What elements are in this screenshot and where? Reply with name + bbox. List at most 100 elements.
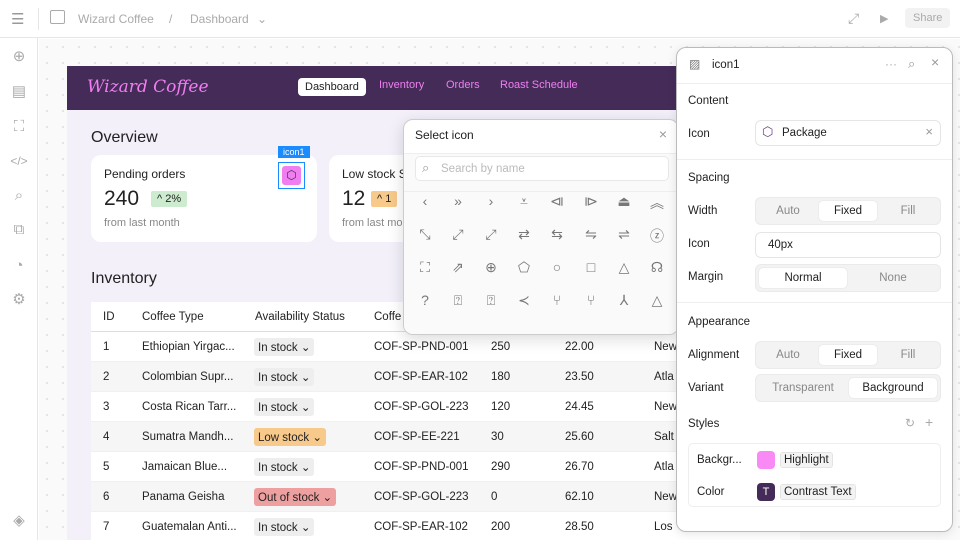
column-header[interactable]: Coffee Type <box>142 311 204 323</box>
add-icon[interactable]: ⊕ <box>12 48 26 65</box>
icon-option[interactable]: ⛶ <box>420 259 430 275</box>
search-icon[interactable]: ⌕ <box>14 187 24 204</box>
icon-option[interactable]: ⇗ <box>452 259 464 275</box>
background-token[interactable]: Highlight <box>780 452 833 468</box>
icon-option[interactable]: ⬠ <box>517 259 531 275</box>
icon-option[interactable]: ⓩ <box>650 228 664 244</box>
icon-option[interactable]: ⇌ <box>618 226 630 242</box>
status-dropdown[interactable]: In stock ⌄ <box>254 338 315 356</box>
table-row[interactable]: 3 Costa Rican Tarr... In stock ⌄ COF-SP-GOL… <box>91 392 800 422</box>
icon-option[interactable]: ⤢ <box>485 226 497 242</box>
icon-option[interactable]: ⧐ <box>584 193 598 209</box>
table-row[interactable]: 1 Ethiopian Yirgac... In stock ⌄ COF-SP-PND… <box>91 332 800 362</box>
column-header[interactable]: ID <box>103 311 115 323</box>
icon-option[interactable]: › <box>488 193 494 209</box>
search-input[interactable]: ⌕ Search by name <box>415 156 669 181</box>
nav-inventory[interactable]: Inventory <box>379 79 425 91</box>
icon-option[interactable]: ⧏ <box>550 193 564 209</box>
width-fixed[interactable]: Fixed <box>819 201 877 221</box>
width-fill[interactable]: Fill <box>900 205 916 217</box>
clear-icon[interactable]: × <box>925 124 933 139</box>
icon-option[interactable]: ⤡ <box>419 226 431 242</box>
contrast-text-swatch[interactable]: T <box>757 483 775 501</box>
gear-icon[interactable]: ⚙ <box>12 291 26 308</box>
workflow-icon[interactable]: ⛶ <box>13 118 25 135</box>
icon-option[interactable]: » <box>454 193 462 209</box>
align-fixed[interactable]: Fixed <box>819 345 877 365</box>
icon-option[interactable]: ☊ <box>650 259 664 275</box>
variant-toggle: Transparent Background <box>755 374 941 402</box>
status-dropdown[interactable]: In stock ⌄ <box>254 458 315 476</box>
document-icon[interactable]: ▤ <box>11 83 27 100</box>
history-icon[interactable]: ◔ <box>14 257 24 274</box>
code-icon[interactable]: </> <box>10 154 28 168</box>
align-fill[interactable]: Fill <box>900 349 916 361</box>
more-icon[interactable]: ··· <box>885 57 897 71</box>
icon-option[interactable]: ○ <box>552 259 562 275</box>
breadcrumb-project[interactable]: Wizard Coffee <box>78 12 154 26</box>
expand-icon[interactable]: ⤢ <box>848 10 860 26</box>
theme-icon[interactable]: ◈ <box>13 512 25 529</box>
color-token[interactable]: Contrast Text <box>780 484 856 500</box>
icon-option[interactable]: ⇆ <box>551 226 563 242</box>
close-icon[interactable]: × <box>931 54 940 70</box>
margin-normal[interactable]: Normal <box>759 268 847 288</box>
reset-icon[interactable]: ↻ <box>905 416 916 430</box>
icon-option[interactable]: ⇋ <box>585 226 597 242</box>
icon-picker[interactable]: ⬡ Package × <box>755 120 941 146</box>
icon-option[interactable]: △ <box>618 259 630 275</box>
icon-option[interactable]: □ <box>586 259 596 275</box>
share-button[interactable]: Share <box>905 8 951 28</box>
icon-option[interactable]: ≺ <box>518 292 530 308</box>
nav-dashboard[interactable]: Dashboard <box>298 78 366 96</box>
breadcrumb-page[interactable]: Dashboard <box>190 12 249 26</box>
status-dropdown[interactable]: In stock ⌄ <box>254 368 315 386</box>
panel-title[interactable]: icon1 <box>712 59 740 71</box>
play-icon[interactable]: ▶ <box>880 13 889 25</box>
icon-option[interactable]: ⇄ <box>518 226 530 242</box>
table-row[interactable]: 7 Guatemalan Anti... In stock ⌄ COF-SP-EAR-… <box>91 512 800 540</box>
close-icon[interactable]: × <box>658 126 667 142</box>
highlight-swatch[interactable] <box>757 451 775 469</box>
add-style-icon[interactable]: + <box>925 414 934 430</box>
status-dropdown[interactable]: Low stock ⌄ <box>254 428 326 446</box>
column-header[interactable]: Coffe <box>374 311 402 323</box>
table-row[interactable]: 5 Jamaican Blue... In stock ⌄ COF-SP-PND-00… <box>91 452 800 482</box>
app-menu-icon[interactable]: ☰ <box>11 11 25 28</box>
variant-background[interactable]: Background <box>849 378 937 398</box>
search-icon[interactable]: ⌕ <box>908 56 916 71</box>
status-dropdown[interactable]: In stock ⌄ <box>254 518 315 536</box>
section-spacing: Spacing <box>688 172 730 184</box>
icon-option[interactable]: ⏏ <box>617 193 631 209</box>
icon-option[interactable]: △ <box>651 292 663 308</box>
margin-none[interactable]: None <box>879 272 907 284</box>
width-auto[interactable]: Auto <box>776 205 800 217</box>
nav-roast-schedule[interactable]: Roast Schedule <box>500 79 578 91</box>
column-header[interactable]: Availability Status <box>255 311 345 323</box>
icon-option[interactable]: ? <box>421 292 429 308</box>
icon-option[interactable]: ︽ <box>650 195 664 211</box>
icon-option[interactable]: ⅄ <box>619 292 629 308</box>
icon-option[interactable]: ⍰ <box>486 292 496 308</box>
status-dropdown[interactable]: In stock ⌄ <box>254 398 315 416</box>
icon-option[interactable]: ⩡ <box>520 193 528 209</box>
table-cell: Costa Rican Tarr... <box>142 401 237 413</box>
icon-option[interactable]: ⍰ <box>453 292 463 308</box>
status-dropdown[interactable]: Out of stock ⌄ <box>254 488 337 506</box>
icon-size-input[interactable]: 40px <box>755 232 941 258</box>
package-icon[interactable]: ⬡ <box>278 162 305 189</box>
icon-option[interactable]: ⑂ <box>552 292 562 308</box>
selection-label[interactable]: icon1 <box>278 146 310 158</box>
nav-orders[interactable]: Orders <box>446 79 480 91</box>
icon-option[interactable]: ⊕ <box>485 259 497 275</box>
align-auto[interactable]: Auto <box>776 349 800 361</box>
width-label: Width <box>688 205 718 217</box>
chevron-down-icon[interactable]: ⌄ <box>257 12 268 26</box>
plugin-icon[interactable]: ⧉ <box>13 221 25 238</box>
layout-icon[interactable] <box>50 10 65 24</box>
icon-option[interactable]: ⑂ <box>586 292 596 308</box>
icon-option[interactable]: ⤢ <box>452 226 464 242</box>
search-placeholder: Search by name <box>441 163 525 175</box>
icon-option[interactable]: ‹ <box>422 193 428 209</box>
variant-transparent[interactable]: Transparent <box>772 382 834 394</box>
